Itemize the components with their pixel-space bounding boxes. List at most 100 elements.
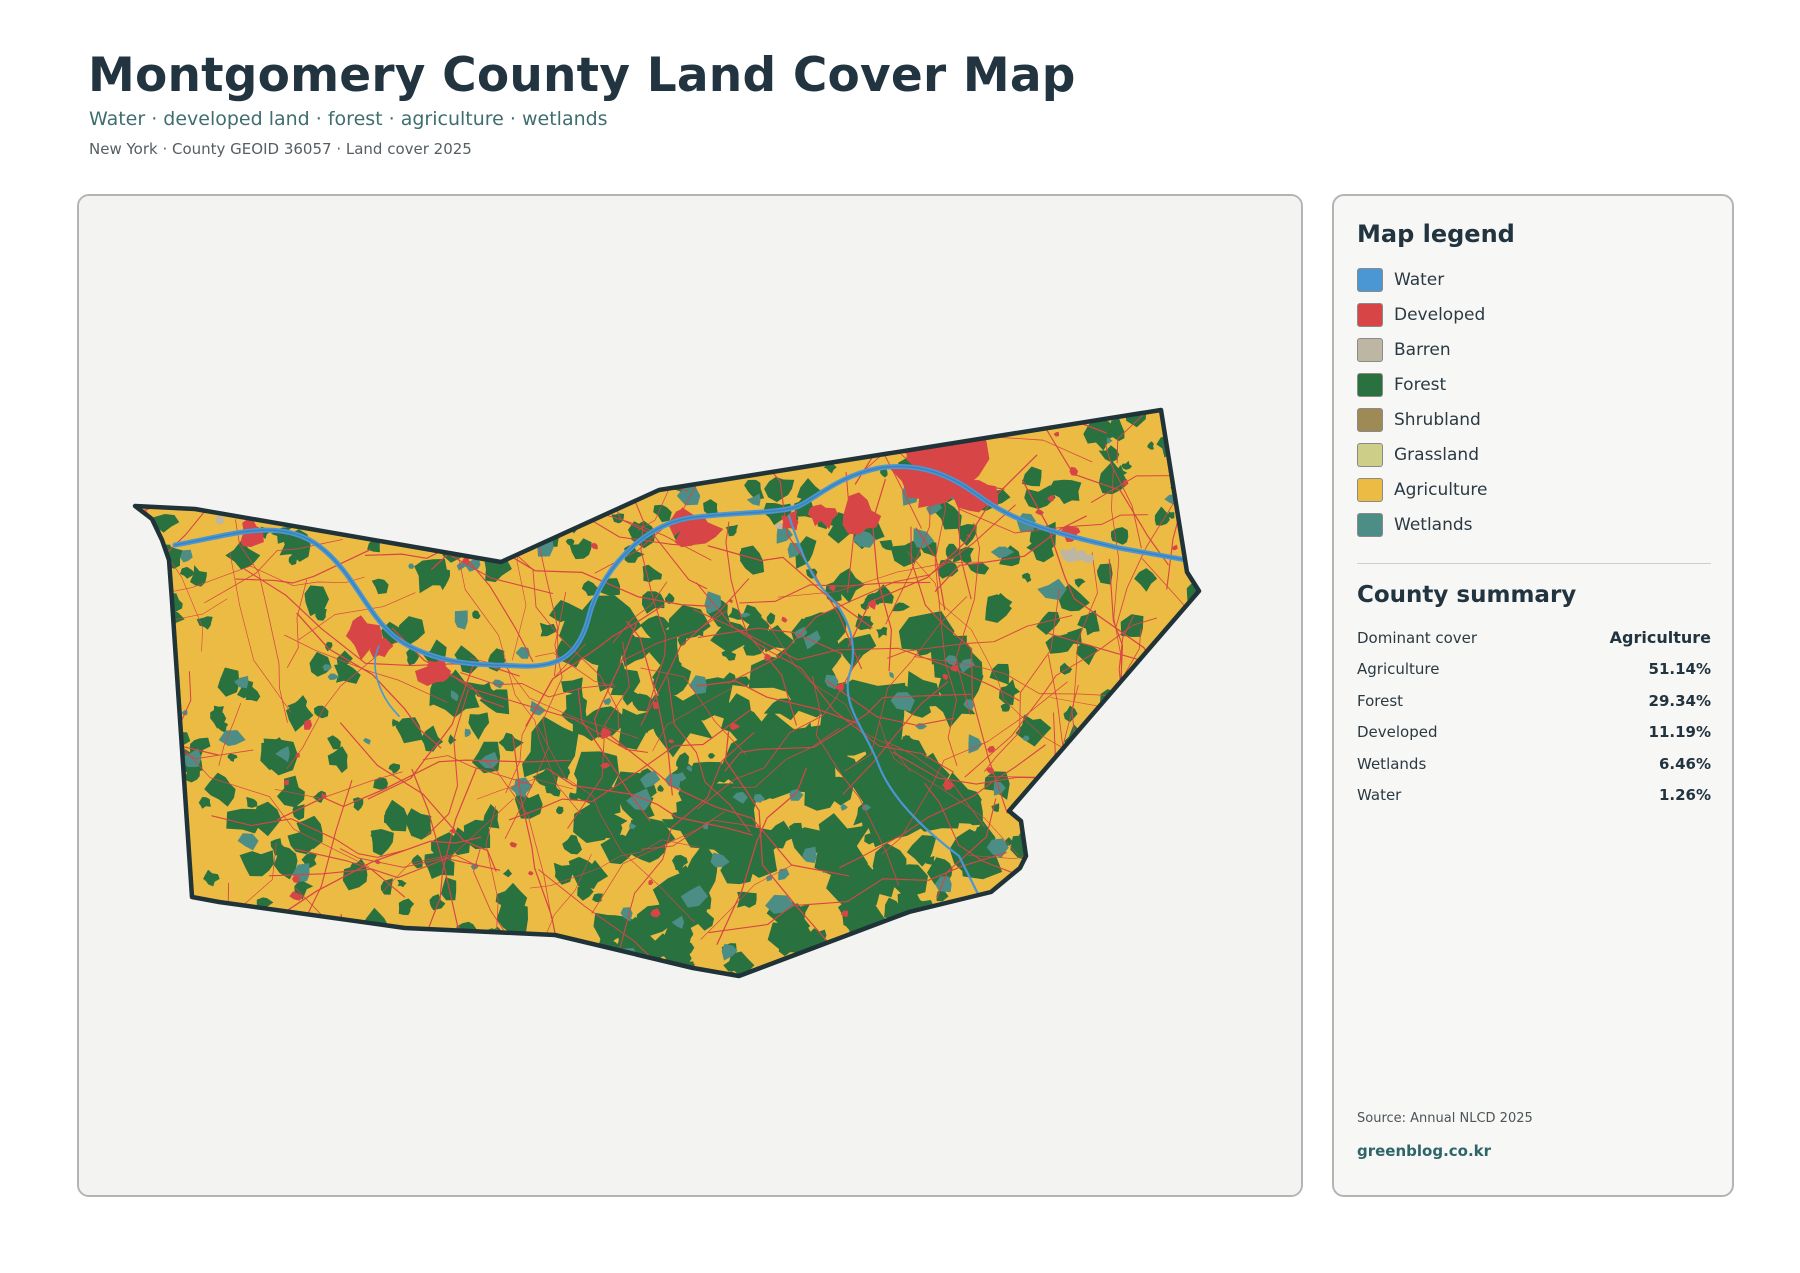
map-feature [145,769,159,782]
map-feature [746,493,761,506]
map-feature [622,472,666,712]
map-feature [1190,677,1199,830]
map-feature [314,705,329,719]
map-feature [1117,664,1172,842]
map-feature [135,801,149,838]
map-feature [384,468,476,513]
map-feature [426,688,469,836]
map-feature [648,879,654,885]
map-feature [910,526,1008,814]
map-feature [840,951,859,963]
map-feature [304,421,318,435]
map-feature [640,667,747,755]
county-map[interactable] [79,196,1303,1197]
map-feature [475,493,483,500]
brand-link[interactable]: greenblog.co.kr [1357,1142,1492,1160]
map-feature [135,549,143,594]
map-feature [867,924,916,955]
map-feature [318,959,335,975]
map-feature [1082,554,1095,564]
map-feature [228,218,247,403]
map-feature [1063,705,1078,723]
map-feature [1104,737,1128,770]
map-feature [566,410,713,418]
map-feature [695,582,955,773]
map-feature [204,539,343,604]
map-feature [782,410,1067,446]
map-feature [1086,770,1199,850]
map-feature [414,559,448,594]
map-feature [754,418,767,427]
map-feature [966,534,971,538]
map-feature [415,655,452,686]
map-feature [379,977,391,989]
map-feature [817,645,842,671]
map-feature [958,410,985,427]
map-feature [676,783,760,873]
summary-value: Agriculture [1609,628,1711,648]
map-feature [397,616,425,646]
map-feature [725,524,738,537]
map-feature [259,978,275,992]
legend-swatch [1357,407,1383,432]
map-feature [371,578,389,595]
map-feature [901,947,919,969]
map-feature [1083,417,1113,451]
map-feature [340,722,497,872]
map-feature [540,446,566,480]
map-feature [802,846,817,864]
map-feature [967,562,990,575]
map-feature [856,960,903,976]
map-feature [546,767,753,836]
map-feature [296,612,442,749]
map-feature [522,716,579,779]
map-feature [840,885,864,916]
map-feature [303,719,313,730]
map-feature [924,945,963,976]
map-feature [1206,551,1303,587]
summary-row-forest: Forest 29.34% [1357,685,1711,717]
map-feature [1187,723,1196,732]
map-feature [1114,465,1128,477]
map-feature [260,451,279,468]
map-feature [401,421,427,442]
map-feature [877,415,888,425]
map-feature [902,879,921,897]
map-feature [703,499,718,517]
map-feature [956,410,979,419]
map-feature [478,751,499,769]
map-feature [428,431,558,500]
map-feature [404,522,434,546]
map-feature [287,695,310,715]
map-feature [485,938,508,964]
map-feature [1113,853,1124,862]
map-feature [411,466,442,487]
map-feature [267,954,287,972]
map-feature [668,739,675,744]
map-feature [1003,977,1021,991]
map-feature [887,615,1073,659]
map-feature [203,869,220,887]
map-feature [1166,942,1197,969]
map-feature [1021,466,1042,487]
map-feature [135,519,141,535]
map-feature [1149,656,1167,670]
map-feature [1123,885,1152,909]
map-feature [268,868,406,898]
map-feature [551,508,560,515]
map-feature [937,559,959,579]
map-feature [408,563,415,569]
map-feature [764,476,795,503]
map-feature [342,866,368,891]
map-feature [775,522,783,530]
map-feature [1178,761,1194,776]
map-feature [204,772,236,807]
map-feature [482,437,504,452]
map-feature [689,675,707,695]
map-feature [370,829,394,856]
map-feature [544,529,552,538]
map-feature [1098,969,1115,976]
land-cover-raster [135,218,1303,992]
map-panel[interactable]: N [77,194,1303,1197]
map-feature [611,963,642,976]
